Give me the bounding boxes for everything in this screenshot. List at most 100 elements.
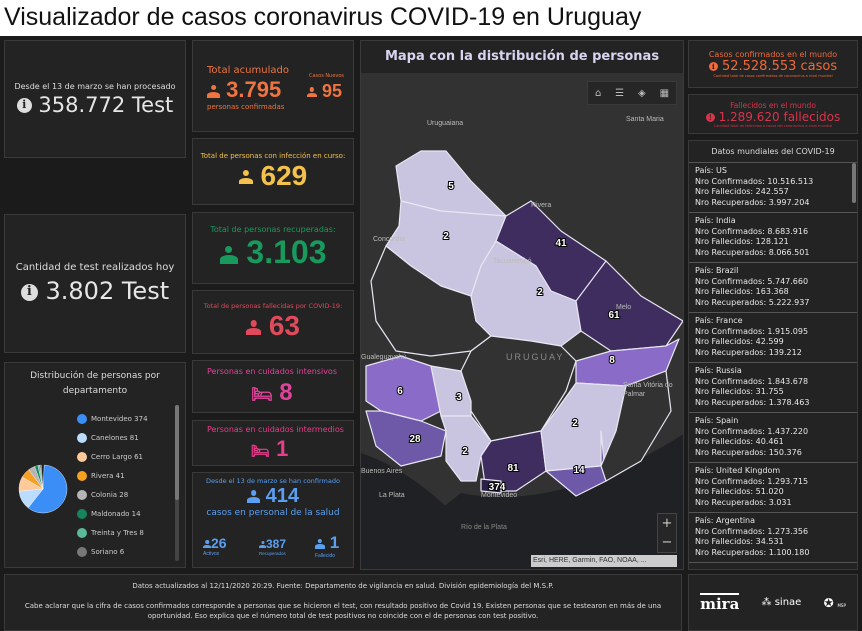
dept-value-label: 14 [573, 465, 585, 476]
layers-icon[interactable]: ◈ [638, 87, 646, 99]
world-cases-panel: Casos confirmados en el mundo i 52.528.5… [688, 40, 858, 88]
country-conf: Nro Confirmados: 5.747.660 [695, 276, 809, 286]
legend-item[interactable]: Maldonado 14 [77, 504, 148, 523]
person-icon [247, 490, 261, 504]
place-label: Tacuarembó [493, 258, 532, 265]
place-label: Río de la Plata [461, 524, 507, 531]
pie-chart [18, 464, 68, 514]
country-item[interactable]: País: Brazil Nro Confirmados: 5.747.660 Nr… [689, 263, 857, 313]
country-item[interactable]: País: Argentina Nro Confirmados: 1.273.35… [689, 513, 857, 563]
deceased-panel: Total de personas fallecidas por COVID-1… [192, 290, 354, 354]
basemap-gallery-icon[interactable]: ▦ [659, 87, 670, 99]
person-icon [219, 246, 238, 264]
country-item[interactable]: País: Spain Nro Confirmados: 1.437.220 Nro… [689, 413, 857, 463]
country-fall: Nro Fallecidos: 31.755 [695, 387, 784, 396]
zoom-in-button[interactable]: + [661, 516, 673, 531]
legend-label: Soriano 6 [91, 547, 125, 556]
country-conf: Nro Confirmados: 1.293.715 [695, 476, 809, 486]
zoom-out-button[interactable]: − [661, 535, 673, 550]
country-item[interactable]: País: India Nro Confirmados: 8.683.916 Nro… [689, 213, 857, 263]
legend-scrollbar[interactable] [175, 405, 179, 561]
country-conf: Nro Confirmados: 8.683.916 [695, 226, 809, 236]
new-cases-label: Casos Nuevos [309, 73, 345, 79]
place-label: Santa Maria [626, 116, 664, 123]
distribution-panel: Distribución de personas por departament… [4, 362, 186, 568]
person-icon [315, 539, 325, 549]
country-rec: Nro Recuperados: 150.376 [695, 447, 802, 457]
legend-item[interactable]: Montevideo 374 [77, 409, 148, 428]
alert-icon: ! [705, 112, 715, 122]
intensive-value: 8 [279, 379, 293, 406]
country-rec: Nro Recuperados: 1.378.463 [695, 397, 810, 407]
legend-swatch [77, 546, 87, 557]
legend-label: Maldonado 14 [91, 509, 141, 518]
place-label: Buenos Aires [361, 468, 403, 475]
legend-item[interactable]: Colonia 28 [77, 485, 148, 504]
list-scrollbar[interactable] [852, 163, 856, 203]
legend-item[interactable]: Soriano 6 [77, 542, 148, 561]
tests-total-value: 358.772 Test [38, 92, 174, 117]
pie-slice-montevideo[interactable] [27, 464, 68, 514]
country-list[interactable]: País: US Nro Confirmados: 10.516.513 Nro F… [689, 163, 857, 563]
legend-label: Canelones 81 [91, 433, 139, 442]
legend-swatch [77, 413, 87, 424]
country-item[interactable]: País: Russia Nro Confirmados: 1.843.678 Nr… [689, 363, 857, 413]
legend-item[interactable]: Treinta y Tres 8 [77, 523, 148, 542]
legend-label: Treinta y Tres 8 [91, 528, 144, 537]
legend-item[interactable]: Cerro Largo 61 [77, 447, 148, 466]
health-recovered-value: 387 [266, 537, 287, 551]
dept-value-label: 41 [555, 238, 567, 249]
legend-swatch [77, 527, 87, 538]
home-icon[interactable]: ⌂ [594, 87, 602, 99]
health-staff-panel: Desde el 13 de marzo se han confirmado 4… [192, 472, 354, 568]
dept-rocha [600, 370, 672, 482]
country-pais: País: Russia [695, 366, 742, 375]
world-deaths-value: 1.289.620 fallecidos [718, 109, 841, 124]
country-rec: Nro Recuperados: 3.997.204 [695, 197, 810, 207]
legend-swatch [77, 432, 87, 443]
bed-icon: 🛏 [251, 443, 271, 460]
place-label: Melo [616, 304, 631, 311]
world-deaths-sub: Cantidad total de fallecidos a causa del… [713, 123, 833, 128]
pie-slice-soriano[interactable] [39, 464, 44, 490]
legend-list-icon[interactable]: ☰ [615, 87, 625, 99]
legend-item[interactable]: Canelones 81 [77, 428, 148, 447]
dept-value-label: 374 [489, 482, 506, 493]
health-active-value: 26 [211, 535, 227, 551]
health-label: Desde el 13 de marzo se han confirmado [206, 477, 340, 485]
country-pais: País: US [695, 166, 727, 175]
dept-colonia [365, 410, 447, 467]
place-label-santa-vitoria: Santa Vitória do Palmar [623, 382, 673, 398]
footer-disclaimer: Cabe aclarar que la cifra de casos confi… [24, 602, 662, 620]
country-fall: Nro Fallecidos: 42.599 [695, 337, 784, 346]
dept-value-label: 28 [409, 434, 421, 445]
bed-icon: 🛏 [251, 385, 273, 404]
legend-label: Cerro Largo 61 [91, 452, 143, 461]
health-deceased-value: 1 [329, 533, 340, 552]
tests-today-value: 3.802 Test [45, 277, 170, 305]
dept-flores [430, 365, 472, 417]
country-fall: Nro Fallecidos: 163.368 [695, 287, 789, 296]
legend-swatch [77, 489, 87, 500]
country-fall: Nro Fallecidos: 34.531 [695, 537, 784, 546]
intermediate-value: 1 [276, 436, 289, 461]
health-active-label: Activos [203, 551, 220, 557]
place-label: Uruguaiana [427, 120, 463, 127]
person-icon [203, 540, 211, 549]
health-recovered-label: Recuperados [259, 551, 286, 556]
country-conf: Nro Confirmados: 1.915.095 [695, 326, 809, 336]
dept-value-label: 8 [609, 355, 615, 366]
legend-swatch [77, 451, 87, 462]
legend-swatch [77, 508, 87, 519]
country-item[interactable]: País: US Nro Confirmados: 10.516.513 Nro F… [689, 163, 857, 213]
active-value: 629 [260, 159, 308, 191]
country-rec: Nro Recuperados: 139.212 [695, 347, 802, 357]
country-item[interactable]: País: France Nro Confirmados: 1.915.095 Nr… [689, 313, 857, 363]
country-conf: Nro Confirmados: 10.516.513 [695, 176, 814, 186]
sinae-logo: ⁂ sinae [761, 597, 802, 608]
legend-item[interactable]: Rivera 41 [77, 466, 148, 485]
world-list-panel: Datos mundiales del COVID-19 País: US Nro… [688, 140, 858, 570]
map-canvas[interactable]: Uruguaiana Santa Maria Rivera Concordia … [361, 73, 684, 570]
info-icon: i [16, 98, 32, 113]
country-item[interactable]: País: United Kingdom Nro Confirmados: 1.2… [689, 463, 857, 513]
